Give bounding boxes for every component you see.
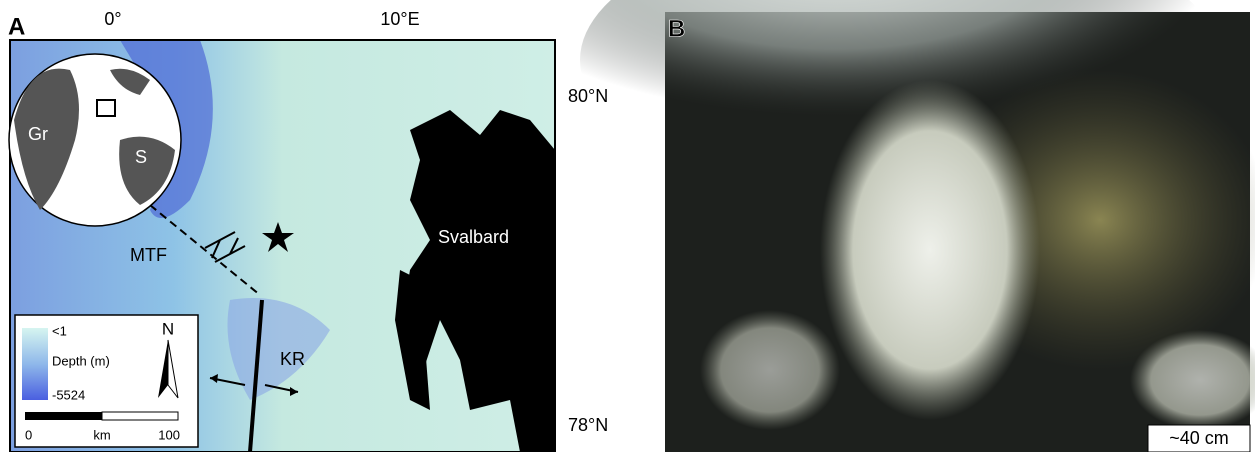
crust-patch xyxy=(700,310,840,430)
legend-max: <1 xyxy=(52,323,67,338)
scale-end: 100 xyxy=(158,427,180,442)
latitude-label: 78°N xyxy=(568,415,608,435)
legend-title: Depth (m) xyxy=(52,353,110,368)
photo-scale: ~40 cm xyxy=(1169,428,1229,448)
map-label: Svalbard xyxy=(438,227,509,247)
map-label: MTF xyxy=(130,245,167,265)
legend-min: -5524 xyxy=(52,387,85,402)
longitude-label: 0° xyxy=(104,9,121,29)
scale-bar-white xyxy=(102,412,178,420)
north-label: N xyxy=(162,319,174,338)
panel-label: B xyxy=(668,15,685,42)
longitude-label: 10°E xyxy=(380,9,419,29)
scale-start: 0 xyxy=(25,427,32,442)
scale-unit: km xyxy=(93,427,110,442)
carbonate-crust xyxy=(820,80,1040,420)
scale-bar-black xyxy=(25,412,102,420)
inset-label: Gr xyxy=(28,124,48,144)
panel-label: A xyxy=(8,13,25,40)
map-label: KR xyxy=(280,349,305,369)
inset-label: S xyxy=(135,147,147,167)
figure: A 0° 10°E 80°N 78°N Gr S MTF Svalbard KR… xyxy=(0,0,1255,452)
depth-colorbar xyxy=(22,328,48,400)
photo-panel xyxy=(580,0,1255,452)
